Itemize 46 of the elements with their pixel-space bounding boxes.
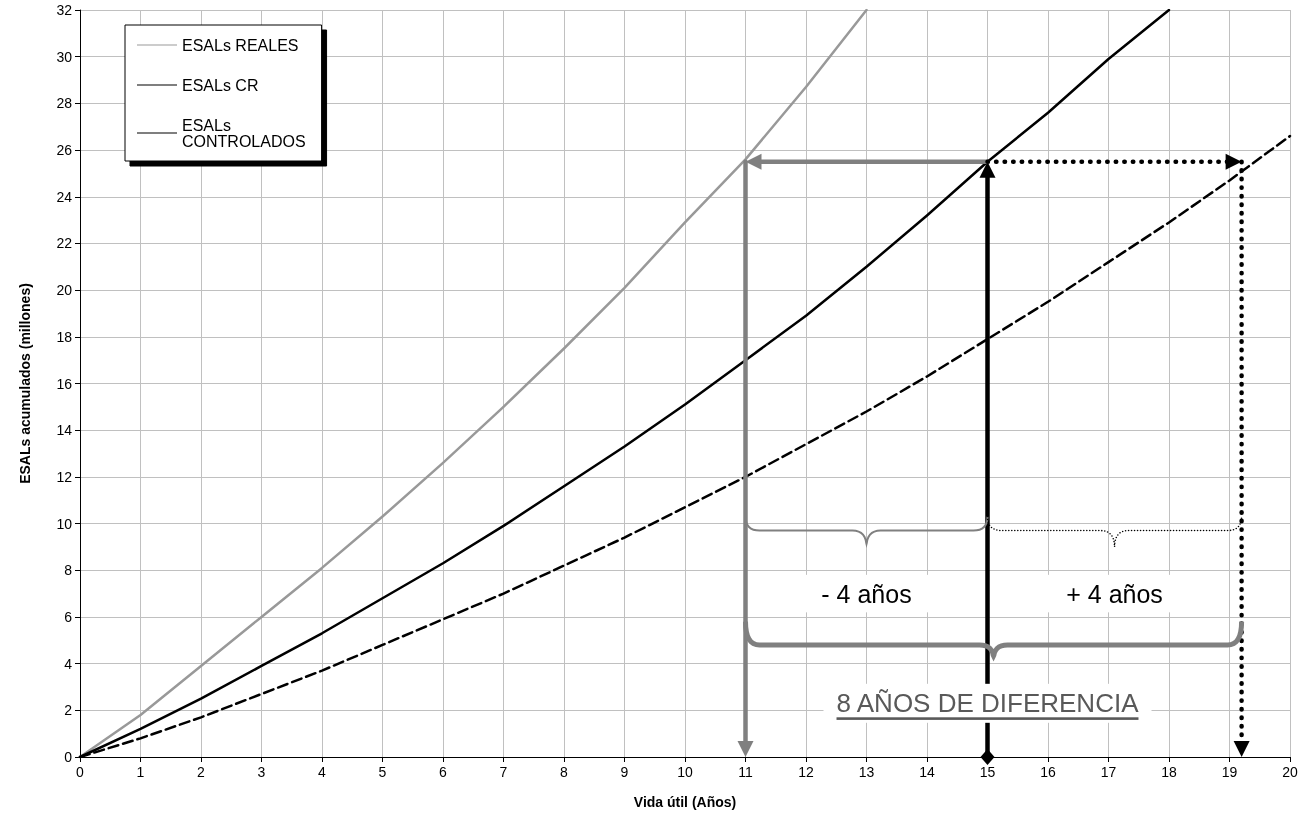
x-tick-label: 14 — [919, 764, 935, 780]
x-tick-label: 17 — [1100, 764, 1117, 780]
x-tick-label: 10 — [677, 764, 693, 780]
y-tick-label: 16 — [56, 375, 73, 392]
y-tick-label: 10 — [56, 515, 73, 532]
annotation: + 4 años — [1066, 579, 1163, 608]
y-tick-label: 32 — [56, 2, 73, 18]
x-tick-label: 13 — [858, 764, 875, 780]
x-axis-title: Vida útil (Años) — [633, 794, 737, 810]
legend-label: ESALs CR — [182, 76, 259, 94]
y-tick-label: 22 — [56, 235, 73, 252]
y-tick-label: 28 — [56, 95, 73, 112]
y-axis-title: ESALs acumulados (millones) — [17, 283, 33, 484]
x-tick-label: 15 — [979, 764, 996, 780]
y-tick-label: 4 — [64, 655, 73, 672]
x-tick-label: 1 — [136, 764, 145, 780]
legend-label: ESALs REALES — [182, 36, 299, 54]
y-tick-label: 2 — [64, 702, 73, 719]
x-tick-label: 16 — [1040, 764, 1056, 780]
x-tick-label: 19 — [1221, 764, 1238, 780]
y-tick-label: 12 — [56, 468, 73, 485]
x-tick-label: 8 — [560, 764, 569, 780]
x-tick-label: 7 — [499, 764, 508, 780]
y-tick-label: 20 — [56, 282, 73, 299]
x-tick-label: 11 — [738, 764, 753, 780]
annotation: - 4 años — [821, 579, 912, 608]
y-tick-label: 0 — [64, 749, 73, 765]
y-tick-label: 8 — [64, 562, 73, 579]
legend-label: ESALs CONTROLADOS — [182, 116, 306, 150]
x-tick-label: 0 — [76, 764, 85, 780]
y-tick-label: 6 — [64, 608, 73, 625]
y-tick-label: 18 — [56, 328, 73, 345]
y-tick-label: 14 — [56, 422, 73, 439]
x-tick-label: 18 — [1161, 764, 1177, 780]
x-tick-label: 6 — [439, 764, 448, 780]
x-tick-label: 3 — [257, 764, 266, 780]
x-tick-label: 12 — [798, 764, 814, 780]
y-tick-label: 26 — [56, 142, 73, 159]
x-tick-label: 20 — [1282, 764, 1298, 780]
x-tick-label: 2 — [197, 764, 206, 780]
x-tick-label: 9 — [620, 764, 629, 780]
x-tick-label: 4 — [318, 764, 327, 780]
x-tick-label: 5 — [378, 764, 387, 780]
annotation: 8 AÑOS DE DIFERENCIA — [836, 688, 1140, 719]
y-tick-label: 24 — [56, 188, 73, 205]
y-tick-label: 30 — [56, 48, 73, 65]
